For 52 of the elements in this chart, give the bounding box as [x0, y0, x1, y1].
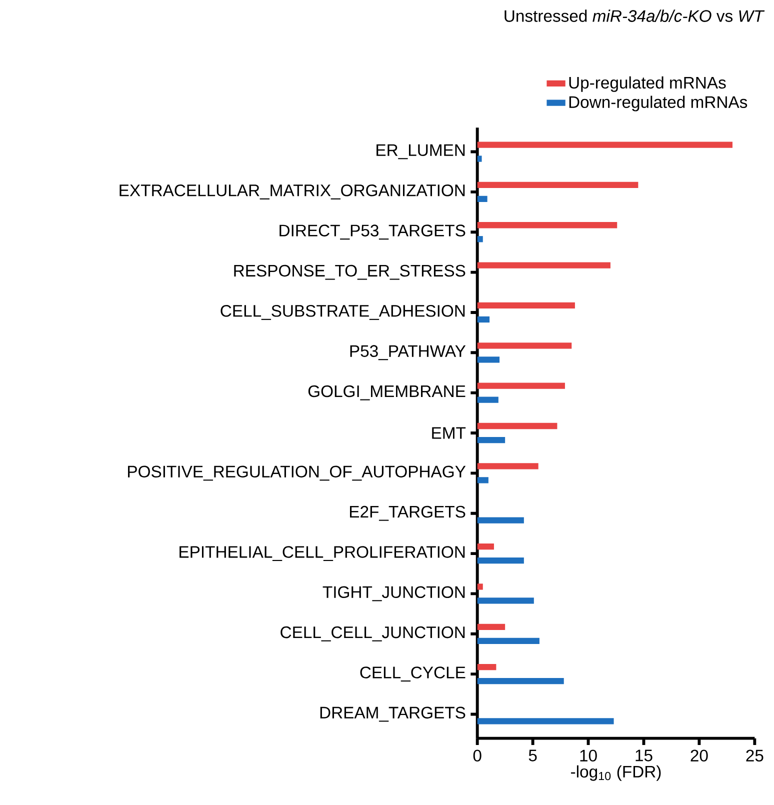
bar: [477, 262, 610, 268]
bar: [477, 598, 534, 604]
bar: [477, 196, 488, 202]
bar: [477, 624, 506, 630]
bar: [477, 517, 524, 524]
bar: [477, 584, 483, 590]
y-tick-label: CELL_CYCLE: [360, 666, 466, 682]
y-tick-label: P53_PATHWAY: [350, 345, 466, 360]
bar: [477, 356, 500, 363]
bar: [477, 182, 638, 188]
bar: [477, 302, 575, 309]
bar: [477, 664, 496, 670]
bar: [477, 463, 538, 470]
bar: [477, 477, 488, 484]
bar: [477, 316, 490, 323]
y-tick-label: TIGHT_JUNCTION: [322, 586, 465, 602]
bar: [477, 396, 498, 403]
x-tick-label: 5: [528, 750, 537, 762]
y-tick-label: CELL_SUBSTRATE_ADHESION: [220, 305, 465, 320]
y-tick-label: POSITIVE_REGULATION_OF_AUTOPHAGY: [128, 466, 466, 481]
chart-title: Unstressed miR-34a/b/c-KO vs WT: [504, 10, 765, 22]
bar: [477, 436, 506, 444]
bar: [477, 718, 614, 724]
bar: [477, 543, 494, 550]
x-axis-title: -log$_{10}$ (FDR): [571, 765, 661, 781]
x-tick-label: 20: [690, 750, 708, 762]
x-tick-label: 0: [473, 750, 482, 762]
x-tick-label: 15: [636, 750, 652, 762]
legend-label: Up-regulated mRNAs: [569, 76, 726, 92]
bar: [477, 382, 565, 389]
bar: [477, 142, 732, 148]
bar: [477, 156, 482, 162]
bar: [477, 236, 483, 242]
y-tick-label: ER_LUMEN: [376, 144, 465, 160]
y-tick-label: CELL_CELL_JUNCTION: [280, 626, 465, 642]
x-tick-label: 25: [746, 750, 764, 762]
y-tick-label: DIRECT_P53_TARGETS: [280, 224, 466, 240]
y-tick-label: EMT: [432, 427, 466, 439]
legend-label: Down-regulated mRNAs: [569, 96, 748, 112]
y-tick-label: GOLGI_MEMBRANE: [308, 385, 466, 400]
bar: [477, 422, 558, 430]
bar: [477, 557, 524, 564]
y-tick-label: EPITHELIAL_CELL_PROLIFERATION: [180, 546, 465, 561]
bar: [477, 222, 618, 228]
bar: [477, 342, 572, 349]
y-tick-label: DREAM_TARGETS: [320, 706, 466, 722]
bar: [477, 678, 564, 684]
y-tick-label: RESPONSE_TO_ER_STRESS: [234, 264, 466, 280]
bar: [477, 638, 540, 644]
x-tick-label: 10: [580, 750, 597, 762]
y-tick-label: E2F_TARGETS: [350, 506, 466, 521]
y-tick-label: EXTRACELLULAR_MATRIX_ORGANIZATION: [120, 184, 465, 200]
